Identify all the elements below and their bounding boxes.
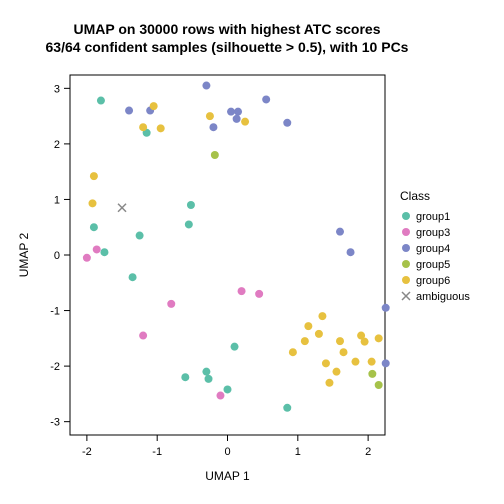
scatter-point — [238, 287, 246, 295]
x-axis-ticks: -2 -1 0 1 2 — [82, 435, 371, 458]
scatter-point — [262, 95, 270, 103]
y-tick-label: 0 — [54, 250, 60, 262]
y-tick-label: -1 — [50, 306, 60, 318]
scatter-point — [361, 338, 369, 346]
scatter-point — [382, 304, 390, 312]
legend-marker — [402, 228, 410, 236]
scatter-point — [205, 375, 213, 383]
legend-marker — [402, 212, 410, 220]
scatter-point — [283, 404, 291, 412]
chart-title-line2: 63/64 confident samples (silhouette > 0.… — [46, 39, 409, 55]
x-tick-label: 2 — [365, 446, 371, 458]
scatter-point — [139, 123, 147, 131]
scatter-point — [315, 330, 323, 338]
y-tick-label: 1 — [54, 194, 60, 206]
scatter-point — [93, 245, 101, 253]
scatter-point — [340, 348, 348, 356]
scatter-point — [89, 199, 97, 207]
scatter-point — [216, 392, 224, 400]
chart-title-line1: UMAP on 30000 rows with highest ATC scor… — [73, 21, 380, 37]
scatter-point — [125, 107, 133, 115]
x-axis-label: UMAP 1 — [205, 469, 250, 483]
scatter-point — [139, 332, 147, 340]
legend-marker — [402, 244, 410, 252]
y-axis-label: UMAP 2 — [17, 232, 31, 277]
axes: -2 -1 0 1 2 -3 -2 -1 0 1 2 3 UMAP 1 UMAP 2 — [17, 75, 385, 483]
legend-label: group6 — [416, 275, 450, 287]
scatter-point — [136, 232, 144, 240]
scatter-point — [157, 124, 165, 132]
x-tick-label: -1 — [152, 446, 162, 458]
scatter-point — [336, 337, 344, 345]
scatter-point — [90, 172, 98, 180]
scatter-point — [325, 379, 333, 387]
x-tick-label: 0 — [224, 446, 230, 458]
legend-label: group4 — [416, 243, 450, 255]
x-tick-label: -2 — [82, 446, 92, 458]
y-axis-ticks: -3 -2 -1 0 1 2 3 — [50, 83, 70, 428]
legend-label: group1 — [416, 211, 450, 223]
scatter-point — [187, 201, 195, 209]
scatter-point — [368, 370, 376, 378]
scatter-point — [332, 368, 340, 376]
y-tick-label: -3 — [50, 417, 60, 429]
scatter-point — [90, 223, 98, 231]
scatter-point — [301, 337, 309, 345]
umap-scatter-plot: UMAP on 30000 rows with highest ATC scor… — [0, 0, 504, 504]
scatter-point — [234, 108, 242, 116]
scatter-point — [233, 115, 241, 123]
y-tick-label: 2 — [54, 139, 60, 151]
scatter-point — [211, 151, 219, 159]
scatter-point — [347, 248, 355, 256]
legend-label: group5 — [416, 259, 450, 271]
legend-title: Class — [400, 189, 430, 203]
scatter-point — [231, 343, 239, 351]
legend-marker — [402, 276, 410, 284]
legend: Class group1 group3 group4 group5 group6 ambi… — [400, 189, 470, 303]
scatter-point — [382, 359, 390, 367]
legend-marker — [402, 260, 410, 268]
y-tick-label: 3 — [54, 83, 60, 95]
scatter-point — [83, 254, 91, 262]
scatter-point — [202, 82, 210, 90]
scatter-point — [375, 381, 383, 389]
legend-label: group3 — [416, 227, 450, 239]
scatter-point — [129, 273, 137, 281]
scatter-point — [185, 220, 193, 228]
scatter-point — [283, 119, 291, 127]
plot-frame — [70, 75, 385, 435]
scatter-point — [100, 248, 108, 256]
scatter-point — [97, 97, 105, 105]
scatter-point — [150, 102, 158, 110]
scatter-point — [227, 108, 235, 116]
y-tick-label: -2 — [50, 361, 60, 373]
scatter-point — [241, 118, 249, 126]
scatter-point — [375, 334, 383, 342]
scatter-point — [318, 312, 326, 320]
scatter-point — [368, 358, 376, 366]
scatter-point — [224, 385, 232, 393]
scatter-point — [289, 348, 297, 356]
scatter-point — [181, 373, 189, 381]
scatter-point — [255, 290, 263, 298]
scatter-point — [167, 300, 175, 308]
scatter-point — [336, 228, 344, 236]
scatter-points — [83, 82, 390, 412]
scatter-point — [351, 358, 359, 366]
scatter-point — [209, 123, 217, 131]
x-tick-label: 1 — [295, 446, 301, 458]
legend-label: ambiguous — [416, 291, 470, 303]
scatter-point — [202, 368, 210, 376]
scatter-point — [304, 322, 312, 330]
scatter-point — [206, 112, 214, 120]
legend-items: group1 group3 group4 group5 group6 ambiguous — [402, 211, 470, 303]
scatter-point — [322, 359, 330, 367]
